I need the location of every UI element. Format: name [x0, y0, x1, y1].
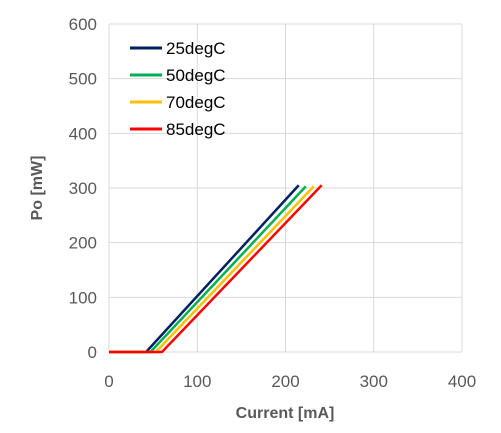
legend-label: 25degC	[166, 39, 226, 58]
legend-label: 50degC	[166, 66, 226, 85]
x-tick-label: 0	[104, 372, 113, 391]
y-tick-label: 600	[69, 15, 97, 34]
y-axis-title: Po [mW]	[29, 156, 46, 221]
y-tick-label: 500	[69, 70, 97, 89]
x-tick-label: 400	[448, 372, 476, 391]
series-line-85degC	[109, 184, 323, 354]
legend: 25degC 50degC 70degC 85degC	[130, 39, 226, 139]
plot-area	[109, 184, 323, 354]
y-tick-label: 300	[69, 179, 97, 198]
grid	[108, 23, 463, 353]
tick-labels: 0 100 200 300 400 500 600 0 100 200 300 400	[69, 15, 477, 391]
x-tick-label: 300	[360, 372, 388, 391]
y-tick-label: 100	[69, 288, 97, 307]
x-tick-label: 200	[271, 372, 299, 391]
legend-label: 85degC	[166, 120, 226, 139]
legend-label: 70degC	[166, 93, 226, 112]
y-tick-label: 0	[88, 343, 97, 362]
y-tick-label: 200	[69, 234, 97, 253]
x-tick-label: 100	[183, 372, 211, 391]
x-axis-title: Current [mA]	[236, 405, 335, 422]
y-tick-label: 400	[69, 124, 97, 143]
series-line-25degC	[109, 184, 300, 354]
